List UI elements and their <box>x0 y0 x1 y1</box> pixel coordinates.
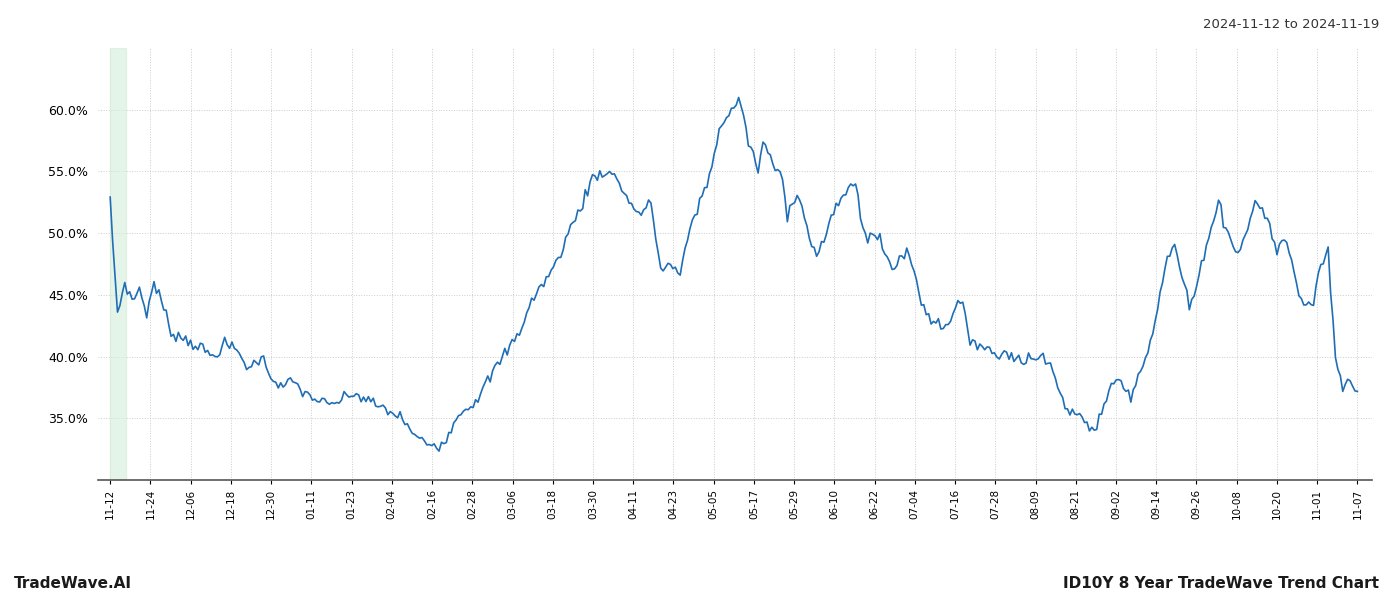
Text: 2024-11-12 to 2024-11-19: 2024-11-12 to 2024-11-19 <box>1203 18 1379 31</box>
Bar <box>111 48 126 480</box>
Text: ID10Y 8 Year TradeWave Trend Chart: ID10Y 8 Year TradeWave Trend Chart <box>1063 576 1379 591</box>
Text: TradeWave.AI: TradeWave.AI <box>14 576 132 591</box>
